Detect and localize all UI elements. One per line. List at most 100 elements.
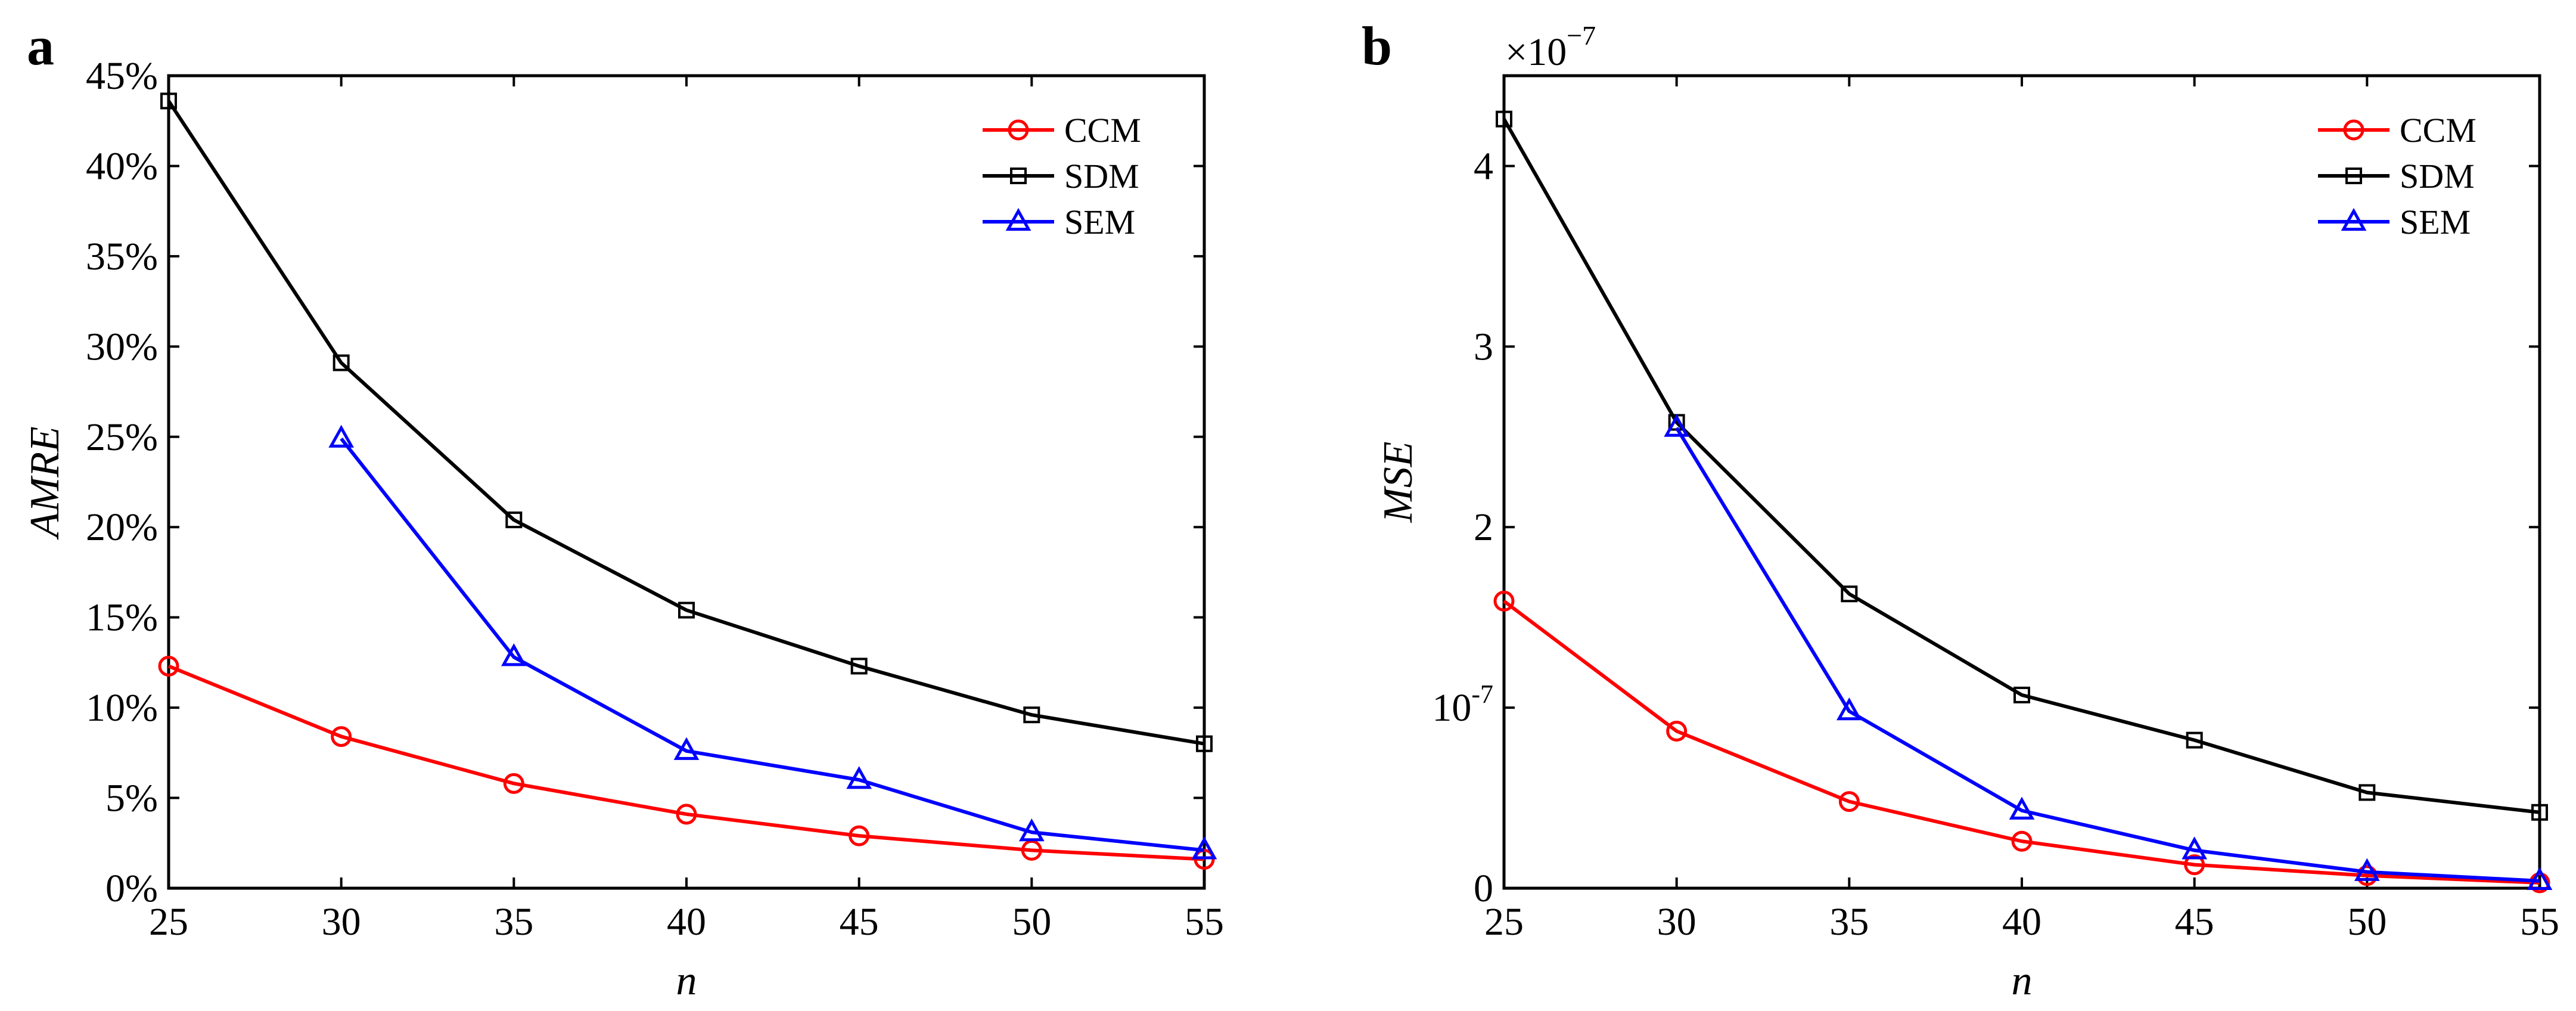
legend-swatch-marker	[2341, 207, 2367, 231]
data-point-sdm	[1496, 110, 1512, 128]
y-tick-label-base: 20%	[86, 506, 158, 549]
y-tick-label-base: 25%	[86, 415, 158, 459]
panel-b-mse-chart: b 25 30 35 40 45 50 55 0 10-7 2 3 4 ×10−7 n MSE CCM SDM SE…	[1362, 15, 2559, 1004]
y-tick-label-base: 4	[1474, 144, 1493, 188]
data-point-sdm	[1841, 585, 1858, 603]
legend-label: SDM	[2400, 157, 2475, 196]
y-tick-label-base: 30%	[86, 325, 158, 368]
legend-label: SEM	[2400, 203, 2471, 241]
y-tick-label-base: 2	[1474, 506, 1493, 549]
y-tick-label-base: 45%	[86, 54, 158, 98]
y-tick-label-exponent: -7	[1471, 680, 1493, 709]
y-tick-label: 15%	[86, 596, 158, 640]
legend-entry-sem: SEM	[983, 203, 1135, 241]
legend-label: CCM	[1064, 111, 1141, 150]
x-tick-label: 40	[2002, 900, 2041, 944]
data-point-sdm	[850, 658, 868, 675]
data-point-ccm	[2011, 830, 2033, 852]
data-point-sem	[1664, 414, 1690, 437]
legend-swatch-marker	[2345, 168, 2362, 184]
data-point-sem	[1836, 697, 1862, 721]
plot-frame	[1502, 74, 2541, 890]
legend-entry-ccm: CCM	[983, 111, 1141, 150]
data-point-sem	[2182, 836, 2208, 860]
data-point-sem	[501, 643, 527, 666]
y-axis-label: MSE	[1375, 441, 1421, 523]
x-tick-label: 55	[1185, 900, 1224, 944]
legend-swatch-marker	[1008, 119, 1029, 141]
y-tick-label: 10%	[86, 686, 158, 730]
series-sem	[1664, 414, 2553, 890]
panel-letter: a	[27, 15, 54, 76]
plot-frame	[167, 74, 1206, 890]
data-point-sem	[2527, 867, 2553, 890]
legend: CCM SDM SEM	[983, 111, 1141, 241]
panel-letter: b	[1362, 15, 1392, 76]
series-ccm	[158, 655, 1215, 870]
y-tick-label: 20%	[86, 506, 158, 549]
data-point-sdm	[2013, 686, 2030, 703]
series-line-sem	[1675, 427, 2540, 883]
data-point-ccm	[1666, 720, 1688, 742]
legend-entry-sem: SEM	[2318, 203, 2471, 241]
y-tick-label-base: 40%	[86, 144, 158, 188]
y-tick-label: 2	[1474, 506, 1493, 549]
x-tick-label: 40	[667, 900, 706, 944]
y-tick-label: 45%	[86, 54, 158, 98]
data-point-sdm	[1196, 735, 1213, 752]
y-tick-label: 5%	[105, 777, 158, 820]
axis-exponent-label: ×10−7	[1505, 20, 1596, 74]
legend-entry-ccm: CCM	[2318, 111, 2476, 150]
data-point-ccm	[503, 773, 524, 794]
y-tick-label: 0%	[105, 867, 158, 910]
x-tick-label: 45	[2175, 900, 2214, 944]
y-tick-label: 30%	[86, 325, 158, 368]
axis-exponent-base: ×10	[1505, 30, 1567, 74]
data-point-sem	[1018, 818, 1045, 842]
data-point-sem	[2354, 858, 2380, 881]
y-tick-label-base: 3	[1474, 325, 1493, 368]
x-tick-label: 35	[1829, 900, 1869, 944]
data-point-sdm	[1023, 706, 1040, 724]
x-tick-label: 25	[1484, 900, 1524, 944]
legend-entry-sdm: SDM	[2318, 157, 2475, 196]
legend-label: CCM	[2400, 111, 2476, 150]
data-point-ccm	[331, 726, 352, 748]
y-tick-label: 35%	[86, 235, 158, 278]
y-tick-label: 40%	[86, 144, 158, 188]
series-sdm	[1496, 110, 2548, 821]
data-point-ccm	[1493, 590, 1515, 612]
y-tick-label: 25%	[86, 415, 158, 459]
x-tick-label: 30	[322, 900, 361, 944]
series-line-ccm	[1503, 600, 2540, 885]
data-point-ccm	[1838, 791, 1860, 812]
x-tick-label: 25	[149, 900, 188, 944]
x-tick-label: 30	[1657, 900, 1696, 944]
data-point-ccm	[2184, 854, 2205, 876]
y-tick-label-base: 0	[1474, 867, 1493, 910]
data-point-sdm	[160, 92, 177, 110]
data-point-sdm	[333, 354, 350, 371]
data-point-sdm	[2359, 784, 2376, 801]
data-point-sdm	[2531, 804, 2548, 821]
axis-exponent-power: −7	[1567, 20, 1596, 51]
legend-label: SEM	[1064, 203, 1135, 241]
legend-swatch-marker	[1005, 207, 1031, 231]
data-point-ccm	[849, 825, 870, 846]
data-point-sem	[673, 737, 700, 760]
series-line-ccm	[167, 664, 1205, 861]
data-point-ccm	[1194, 849, 1215, 870]
legend: CCM SDM SEM	[2318, 111, 2476, 241]
data-point-ccm	[2529, 872, 2550, 894]
y-tick-label: 10-7	[1432, 680, 1493, 730]
y-tick-label: 3	[1474, 325, 1493, 368]
legend-swatch-marker	[1010, 168, 1027, 184]
y-tick-label-base: 0%	[105, 867, 158, 910]
legend-entry-sdm: SDM	[983, 157, 1139, 196]
data-point-sem	[2009, 796, 2035, 820]
data-point-ccm	[676, 804, 697, 825]
legend-label: SDM	[1064, 157, 1139, 196]
series-line-sdm	[167, 100, 1205, 746]
data-point-sem	[1191, 836, 1217, 860]
